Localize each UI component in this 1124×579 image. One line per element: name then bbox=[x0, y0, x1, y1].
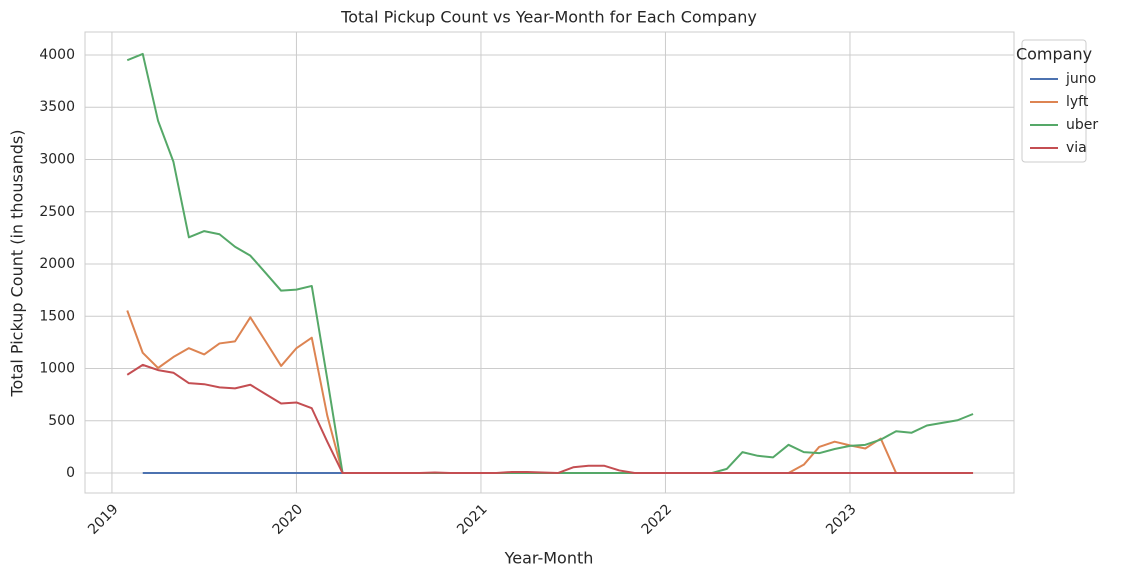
y-tick-label: 1500 bbox=[39, 308, 75, 324]
y-tick-label: 500 bbox=[48, 413, 75, 429]
y-tick-label: 1000 bbox=[39, 361, 75, 377]
x-tick-label: 2020 bbox=[270, 501, 307, 538]
legend-label: lyft bbox=[1066, 94, 1089, 110]
y-tick-label: 4000 bbox=[39, 47, 75, 63]
plot-frame bbox=[84, 31, 1015, 494]
x-tick-label: 2023 bbox=[823, 501, 860, 538]
x-tick-label: 2021 bbox=[454, 501, 491, 538]
chart-title: Total Pickup Count vs Year-Month for Eac… bbox=[340, 8, 757, 27]
legend-label: uber bbox=[1066, 117, 1098, 133]
x-tick-label: 2019 bbox=[85, 501, 122, 538]
x-tick-label: 2022 bbox=[639, 501, 676, 538]
series-line bbox=[126, 363, 974, 475]
legend-label: juno bbox=[1065, 71, 1096, 87]
y-tick-label: 2000 bbox=[39, 256, 75, 272]
y-tick-label: 2500 bbox=[39, 204, 75, 220]
y-tick-label: 0 bbox=[66, 465, 75, 481]
legend-title: Company bbox=[1016, 45, 1092, 64]
y-axis-label: Total Pickup Count (in thousands) bbox=[8, 129, 27, 397]
legend-label: via bbox=[1066, 140, 1087, 156]
x-axis-label: Year-Month bbox=[504, 549, 594, 568]
series-line bbox=[126, 52, 974, 475]
y-tick-label: 3500 bbox=[39, 99, 75, 115]
y-tick-label: 3000 bbox=[39, 152, 75, 168]
series-line bbox=[126, 310, 974, 475]
